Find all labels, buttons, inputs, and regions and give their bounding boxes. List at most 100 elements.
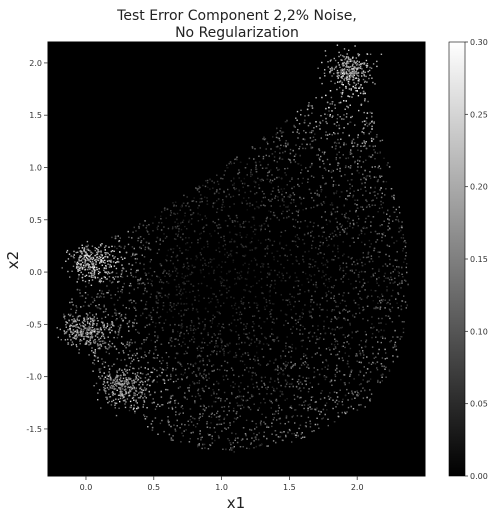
scatter-point bbox=[200, 270, 202, 272]
scatter-point bbox=[214, 401, 217, 403]
scatter-point bbox=[359, 156, 361, 158]
scatter-point bbox=[389, 263, 391, 265]
scatter-point bbox=[280, 144, 282, 146]
scatter-point bbox=[166, 367, 169, 369]
scatter-point bbox=[354, 397, 356, 399]
scatter-point bbox=[249, 291, 252, 293]
scatter-point bbox=[373, 326, 375, 328]
scatter-point bbox=[114, 245, 116, 248]
scatter-point bbox=[244, 352, 247, 354]
scatter-point bbox=[354, 162, 356, 164]
scatter-point bbox=[323, 202, 326, 204]
scatter-point bbox=[359, 312, 361, 314]
scatter-point bbox=[270, 211, 272, 213]
scatter-point bbox=[347, 335, 349, 337]
scatter-point bbox=[238, 338, 240, 340]
scatter-point bbox=[161, 296, 163, 298]
scatter-point bbox=[361, 241, 363, 243]
scatter-point bbox=[359, 370, 361, 372]
scatter-point bbox=[89, 312, 91, 314]
scatter-point bbox=[155, 302, 158, 304]
scatter-point bbox=[326, 138, 328, 140]
scatter-point bbox=[95, 269, 97, 271]
scatter-point bbox=[120, 314, 123, 316]
scatter-point bbox=[189, 324, 192, 327]
scatter-point bbox=[377, 317, 380, 320]
scatter-point bbox=[289, 159, 291, 161]
scatter-point bbox=[183, 263, 185, 265]
scatter-point bbox=[280, 355, 282, 357]
scatter-point bbox=[93, 266, 96, 269]
scatter-point bbox=[380, 299, 383, 301]
scatter-point bbox=[377, 251, 379, 253]
scatter-point bbox=[199, 355, 202, 357]
scatter-point bbox=[223, 238, 225, 240]
scatter-point bbox=[108, 289, 110, 292]
scatter-point bbox=[228, 215, 230, 217]
scatter-point bbox=[261, 333, 263, 335]
scatter-point bbox=[376, 152, 379, 154]
scatter-point bbox=[149, 314, 151, 317]
scatter-point bbox=[122, 395, 124, 397]
scatter-point bbox=[216, 211, 218, 213]
scatter-point bbox=[364, 389, 366, 392]
scatter-point bbox=[361, 131, 363, 133]
scatter-point bbox=[175, 380, 177, 382]
scatter-point bbox=[304, 251, 306, 253]
scatter-point bbox=[296, 415, 299, 417]
scatter-point bbox=[211, 298, 213, 300]
scatter-point bbox=[325, 94, 327, 97]
scatter-point bbox=[266, 216, 268, 219]
scatter-point bbox=[381, 317, 383, 320]
scatter-point bbox=[366, 296, 368, 299]
scatter-point bbox=[133, 306, 135, 309]
scatter-point bbox=[290, 356, 292, 358]
scatter-point bbox=[324, 366, 326, 368]
scatter-point bbox=[363, 132, 365, 134]
scatter-point bbox=[257, 363, 260, 365]
scatter-point bbox=[302, 209, 304, 211]
scatter-point bbox=[232, 261, 234, 263]
scatter-point bbox=[312, 139, 314, 142]
scatter-point bbox=[294, 272, 296, 274]
scatter-point bbox=[245, 236, 247, 238]
scatter-point bbox=[285, 144, 287, 147]
scatter-point bbox=[231, 238, 233, 240]
scatter-point bbox=[129, 282, 132, 285]
scatter-point bbox=[253, 302, 256, 304]
scatter-point bbox=[269, 179, 272, 181]
scatter-point bbox=[280, 384, 282, 387]
scatter-point bbox=[307, 289, 310, 292]
scatter-point bbox=[268, 272, 271, 274]
scatter-point bbox=[287, 158, 290, 160]
scatter-point bbox=[262, 265, 264, 267]
scatter-point bbox=[308, 310, 311, 313]
scatter-point bbox=[274, 430, 277, 432]
chart-title-line-1: Test Error Component 2,2% Noise, bbox=[116, 8, 357, 24]
scatter-point bbox=[223, 302, 225, 304]
scatter-point bbox=[249, 249, 251, 251]
scatter-point bbox=[297, 214, 299, 217]
scatter-point bbox=[150, 316, 153, 318]
scatter-point bbox=[221, 281, 224, 283]
scatter-point bbox=[365, 217, 367, 220]
scatter-point bbox=[319, 413, 321, 415]
scatter-point bbox=[384, 358, 386, 360]
scatter-point bbox=[291, 187, 293, 190]
scatter-point bbox=[294, 235, 297, 238]
scatter-point bbox=[223, 410, 225, 412]
scatter-point bbox=[336, 392, 338, 394]
scatter-point bbox=[371, 333, 374, 335]
scatter-point bbox=[209, 258, 211, 260]
scatter-point bbox=[232, 307, 234, 309]
scatter-point bbox=[315, 125, 318, 128]
scatter-point bbox=[176, 225, 179, 227]
scatter-point bbox=[291, 240, 294, 242]
scatter-point bbox=[137, 287, 139, 289]
scatter-point bbox=[128, 263, 130, 265]
scatter-point bbox=[378, 330, 380, 333]
scatter-point bbox=[320, 115, 322, 117]
scatter-point bbox=[190, 258, 192, 260]
scatter-point bbox=[169, 259, 172, 262]
scatter-point bbox=[306, 366, 308, 368]
